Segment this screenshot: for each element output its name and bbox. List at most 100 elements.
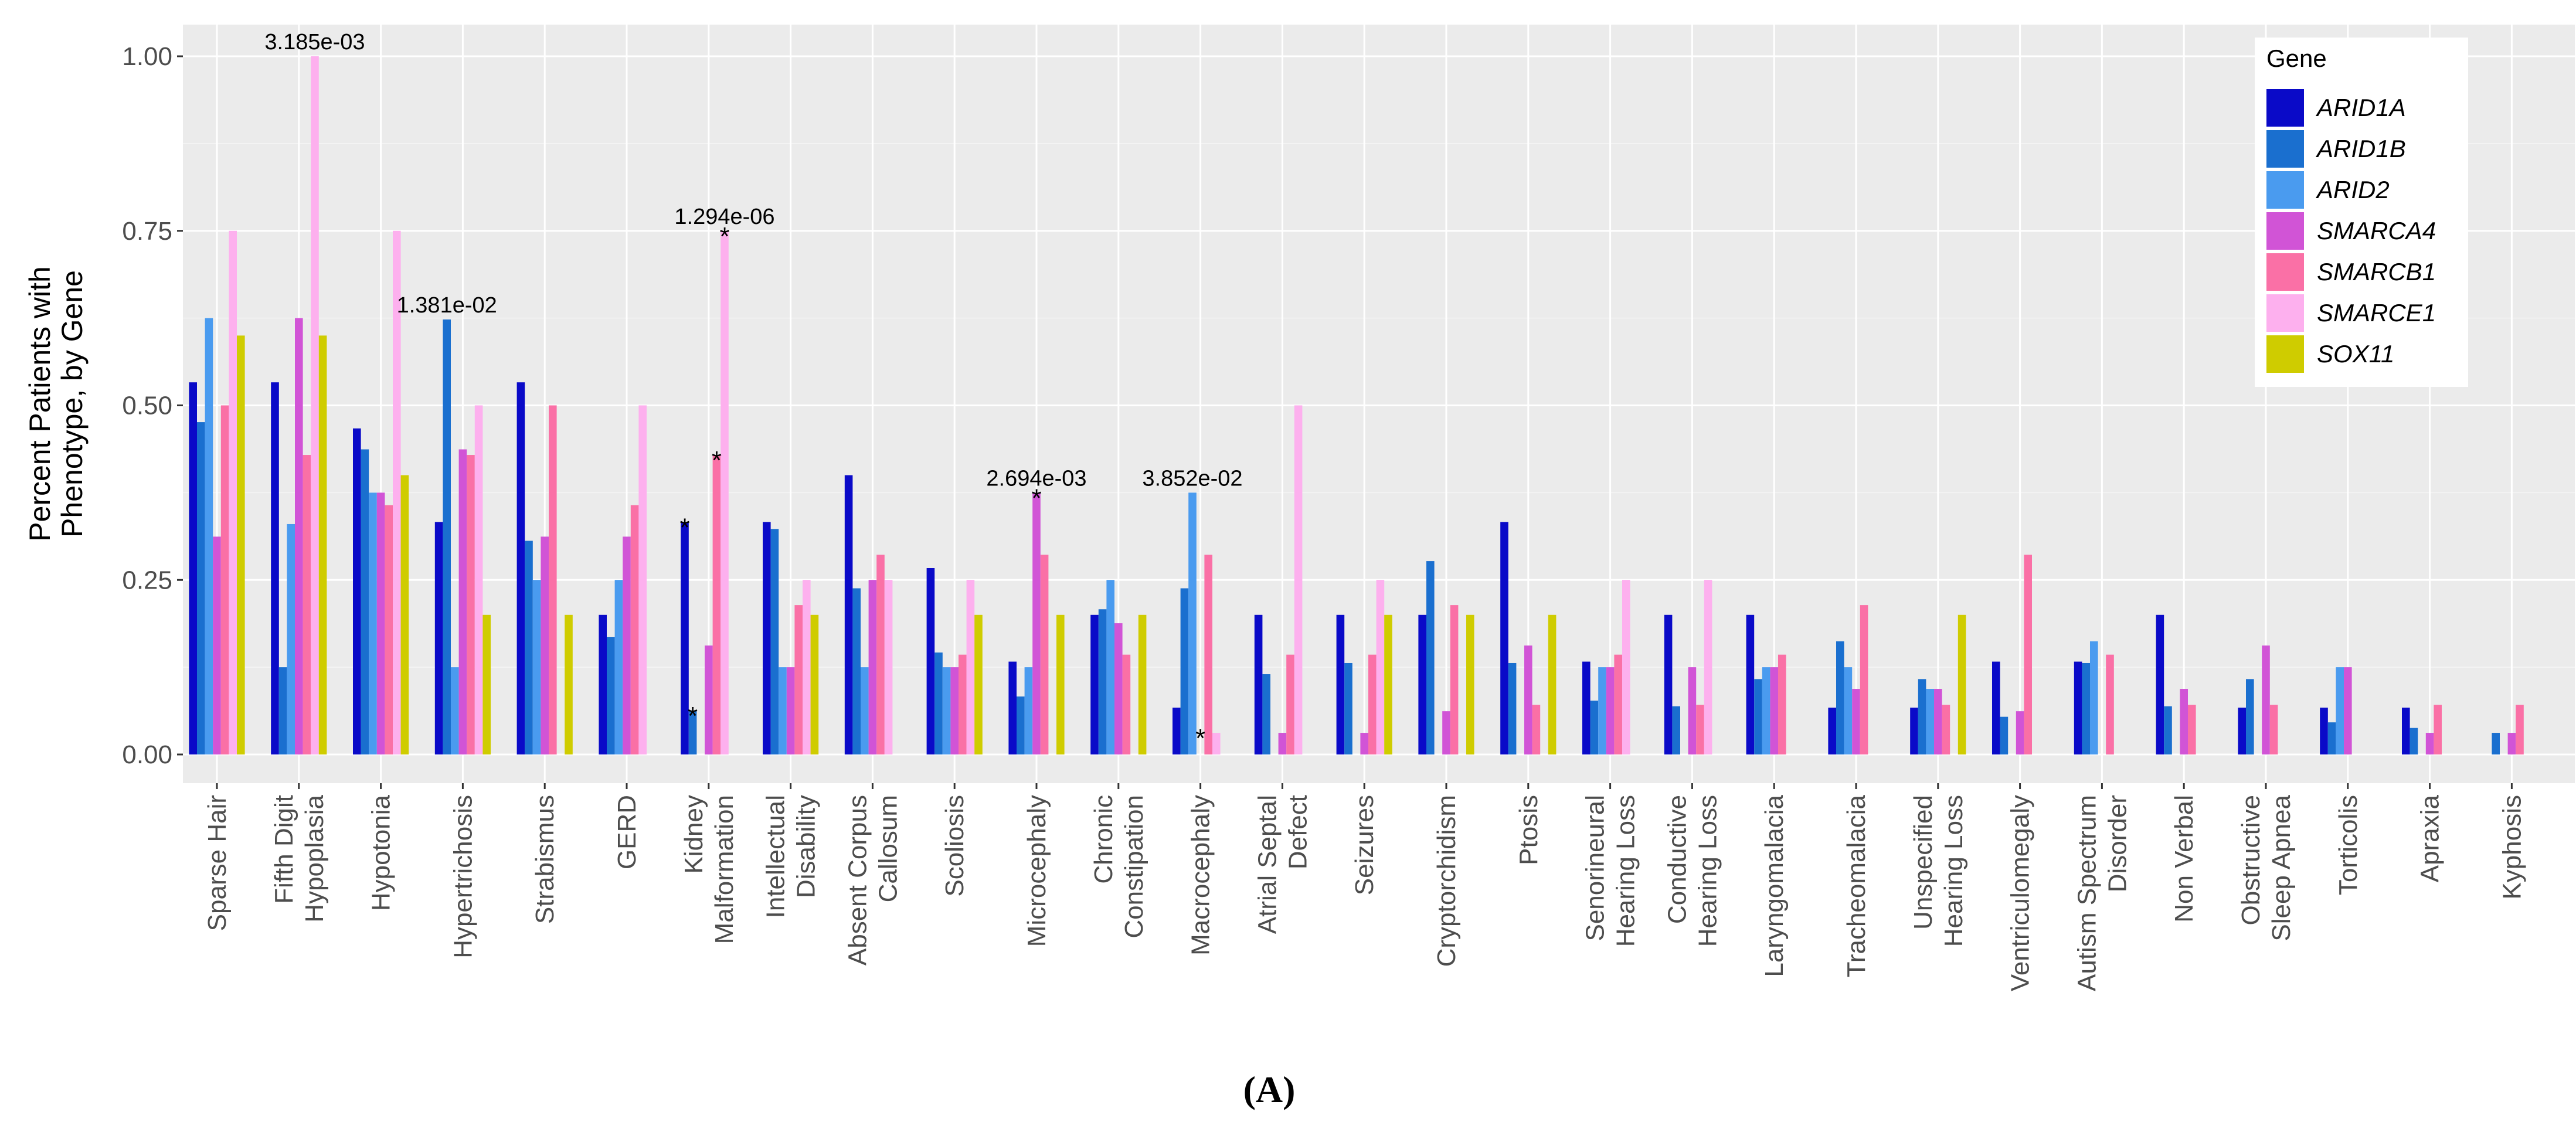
bar-smarce1-0 xyxy=(229,230,237,754)
bar-smarcb1-4 xyxy=(549,405,557,754)
bar-smarcb1-23 xyxy=(2106,654,2114,754)
bar-smarca4-5 xyxy=(623,536,631,754)
x-tick-label: Laryngomalacia xyxy=(1760,794,1789,977)
bar-arid1b-22 xyxy=(2000,716,2009,754)
bar-sox11-3 xyxy=(482,614,491,754)
bar-arid1a-5 xyxy=(599,614,607,754)
bar-arid1b-7 xyxy=(770,529,779,754)
bar-smarce1-1 xyxy=(311,56,319,754)
bar-smarcb1-18 xyxy=(1696,705,1704,754)
x-tick-label: Ventriculomegaly xyxy=(2006,795,2035,991)
bar-arid1b-23 xyxy=(2082,662,2090,754)
bar-arid1b-9 xyxy=(934,652,943,754)
bar-smarcb1-7 xyxy=(794,605,803,754)
bar-sox11-2 xyxy=(400,475,409,754)
bar-arid2-10 xyxy=(1024,667,1033,754)
bar-arid1b-5 xyxy=(607,637,615,754)
legend-label-sox11: SOX11 xyxy=(2317,340,2394,368)
bar-smarca4-18 xyxy=(1688,667,1697,754)
legend-label-arid1a: ARID1A xyxy=(2315,94,2406,121)
legend-swatch-smarce1 xyxy=(2266,294,2304,332)
legend-swatch-sox11 xyxy=(2266,335,2304,373)
bar-sox11-10 xyxy=(1056,614,1065,754)
bar-smarcb1-14 xyxy=(1368,654,1377,754)
x-tick-label: Ptosis xyxy=(1514,795,1543,865)
bar-sox11-16 xyxy=(1548,614,1557,754)
bar-arid2-21 xyxy=(1926,689,1934,754)
bar-smarca4-4 xyxy=(541,536,549,754)
legend-label-smarcb1: SMARCB1 xyxy=(2317,258,2436,285)
significance-star: * xyxy=(679,513,689,542)
x-tick-label: Kyphosis xyxy=(2497,795,2526,900)
bar-arid1a-15 xyxy=(1418,614,1426,754)
bar-sox11-14 xyxy=(1384,614,1392,754)
bar-arid1a-7 xyxy=(763,522,771,754)
bar-arid1b-26 xyxy=(2327,722,2336,754)
bar-smarca4-6 xyxy=(705,645,713,754)
bar-arid1a-25 xyxy=(2238,708,2246,754)
x-tick-label: Seizures xyxy=(1350,795,1379,895)
x-tick-label: Intellectual xyxy=(762,795,790,918)
annotations: 3.185e-03 1.381e-02 1.294e-06 2.694e-03 3.85… xyxy=(264,30,1242,753)
significance-star: * xyxy=(1031,484,1041,512)
bar-arid2-0 xyxy=(205,318,213,754)
bar-sox11-4 xyxy=(565,614,573,754)
bar-smarca4-26 xyxy=(2344,667,2352,754)
bar-smarca4-0 xyxy=(213,536,221,754)
x-tick-label: Apraxia xyxy=(2416,794,2445,882)
x-tick-label: Malformation xyxy=(710,795,739,944)
p-value-annotation: 2.694e-03 xyxy=(986,466,1086,491)
bar-smarcb1-3 xyxy=(467,455,475,754)
bar-smarcb1-0 xyxy=(220,405,229,754)
bar-smarce1-2 xyxy=(393,230,401,754)
x-tick-label: Absent Corpus xyxy=(843,795,872,966)
bar-arid1a-16 xyxy=(1500,522,1508,754)
legend-swatch-arid2 xyxy=(2266,171,2304,209)
significance-star: * xyxy=(688,702,698,730)
bar-smarca4-11 xyxy=(1114,623,1123,754)
bar-arid1a-8 xyxy=(844,475,853,754)
bar-arid1b-11 xyxy=(1098,609,1107,754)
bar-arid1b-4 xyxy=(525,540,533,754)
bar-arid1a-22 xyxy=(1992,661,2000,754)
bar-arid1a-6 xyxy=(681,522,689,754)
x-tick-label: Sleep Apnea xyxy=(2267,794,2296,941)
bar-smarcb1-15 xyxy=(1450,605,1459,754)
bar-smarce1-7 xyxy=(803,580,811,754)
bar-arid2-19 xyxy=(1762,667,1770,754)
bar-arid1b-24 xyxy=(2164,706,2172,754)
bar-arid2-26 xyxy=(2336,667,2344,754)
y-axis-title-line-1: Percent Patients with xyxy=(23,266,56,542)
y-tick-label: 1.00 xyxy=(122,42,172,71)
bar-smarca4-8 xyxy=(868,580,877,754)
bar-arid1b-18 xyxy=(1672,706,1680,754)
bar-arid1b-21 xyxy=(1918,679,1926,754)
bar-arid1a-9 xyxy=(926,568,935,754)
x-tick-label: Hypoplasia xyxy=(300,794,329,922)
p-value-annotation: 3.185e-03 xyxy=(264,30,365,55)
bar-arid2-9 xyxy=(942,667,951,754)
bar-arid2-12 xyxy=(1188,492,1197,754)
bar-smarce1-6 xyxy=(721,230,729,754)
bar-smarce1-14 xyxy=(1376,580,1385,754)
bar-smarca4-7 xyxy=(786,667,795,754)
y-tick-label: 0.00 xyxy=(122,740,172,769)
y-tick-label: 0.75 xyxy=(122,217,172,246)
y-axis-title-line-2: Phenotype, by Gene xyxy=(56,270,89,538)
bar-arid1b-3 xyxy=(443,319,451,754)
bar-smarca4-21 xyxy=(1934,689,1942,754)
bar-arid1b-6 xyxy=(688,710,697,754)
bar-smarcb1-10 xyxy=(1040,555,1049,754)
bar-arid1a-4 xyxy=(516,382,525,754)
bar-sox11-7 xyxy=(810,614,819,754)
bar-arid2-7 xyxy=(779,667,787,754)
bar-arid1a-19 xyxy=(1746,614,1755,754)
bar-smarcb1-27 xyxy=(2434,705,2442,754)
bar-smarce1-3 xyxy=(474,405,483,754)
bar-arid1a-23 xyxy=(2074,661,2082,754)
bar-arid2-17 xyxy=(1598,667,1606,754)
bar-arid1b-14 xyxy=(1344,662,1352,754)
y-axis: 0.00 0.25 0.50 0.75 1.00 xyxy=(122,42,183,769)
legend-swatch-arid1b xyxy=(2266,130,2304,168)
bar-smarcb1-11 xyxy=(1122,654,1131,754)
